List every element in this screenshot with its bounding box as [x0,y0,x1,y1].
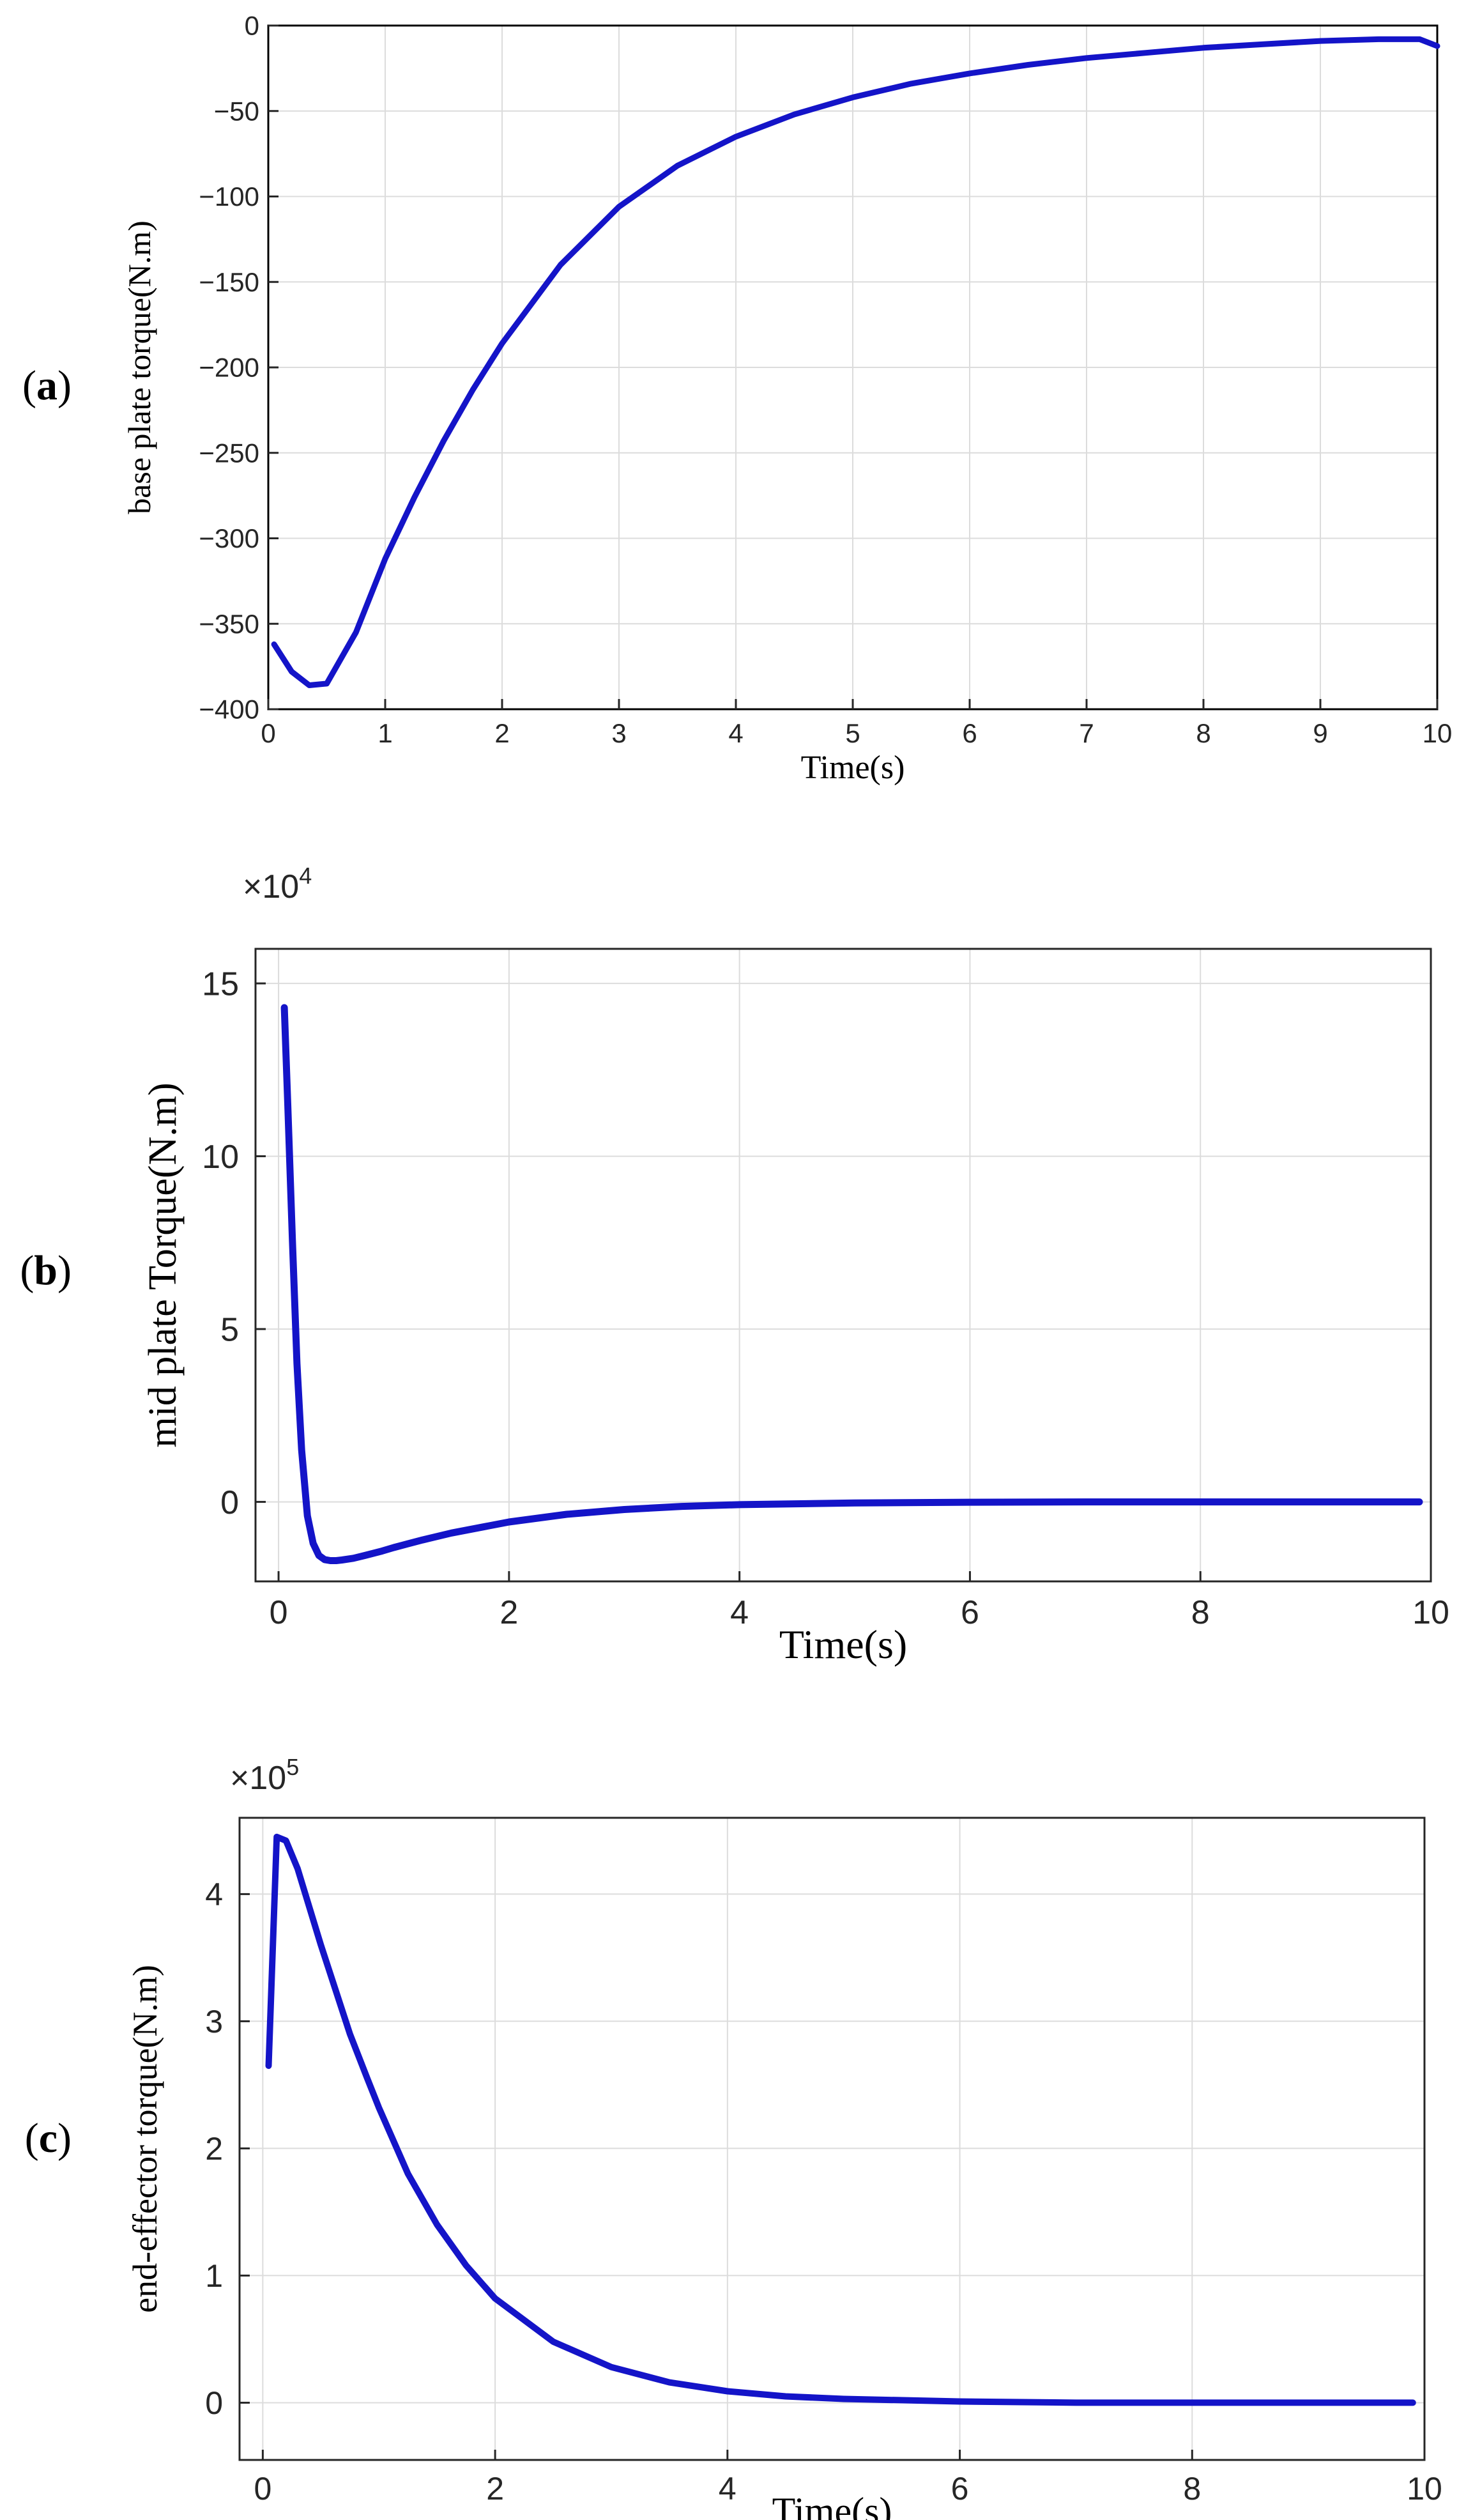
panel-label-c: (c) [25,2115,72,2162]
panel-label-c-close: ) [57,2115,72,2162]
x-axis-label-c: Time(s) [772,2490,892,2520]
series-line-a [271,36,1440,688]
x-tick-label-a: 2 [494,718,509,748]
y-tick-label-b: 15 [202,965,239,1003]
x-tick-label-b: 8 [1191,1594,1210,1631]
x-tick-label-c: 6 [951,2471,969,2507]
series-line-b [280,1004,1423,1564]
x-tick-label-a: 7 [1079,718,1094,748]
x-tick-label-a: 6 [962,718,977,748]
panel-label-b-close: ) [57,1247,72,1294]
y-tick-label-b: 5 [220,1311,239,1348]
x-tick-label-a: 9 [1313,718,1327,748]
y-tick-label-c: 0 [205,2385,223,2421]
panel-label-a-close: ) [57,362,72,409]
y-tick-label-c: 1 [205,2258,223,2294]
x-tick-label-c: 10 [1407,2471,1442,2507]
x-tick-label-c: 0 [254,2471,271,2507]
panel-label-a: (a) [22,362,72,409]
x-axis-label-b: Time(s) [779,1622,907,1667]
series-line-c [265,1833,1416,2406]
y-tick-label-c: 3 [205,2004,223,2040]
y-multiplier-c-exp: 5 [286,1754,299,1780]
ticks-c: 0 2 4 6 8 10 0 1 2 3 4 [205,1877,1442,2507]
y-tick-label-a: −50 [214,96,259,126]
plot-area-c [238,1817,1426,2461]
panel-label-b-letter: b [34,1247,57,1294]
y-axis-label-a: base plate torque(N.m) [121,220,157,514]
x-tick-label-a: 3 [611,718,626,748]
x-tick-label-c: 4 [719,2471,737,2507]
x-tick-label-b: 6 [961,1594,979,1631]
ticks-b: 0 2 4 6 8 10 0 5 10 15 [202,965,1449,1631]
x-tick-label-c: 8 [1183,2471,1201,2507]
x-tick-label-b: 4 [730,1594,749,1631]
y-tick-label-b: 10 [202,1139,239,1176]
x-tick-label-a: 10 [1423,718,1453,748]
panel-label-a-letter: a [36,362,57,409]
chart-panel-a: (a) 0 1 2 3 4 5 6 7 8 9 10 0 −50 −100 −150 −200 −250 −300… [22,11,1452,786]
y-multiplier-b-exp: 4 [299,863,312,889]
x-tick-label-b: 0 [270,1594,288,1631]
y-tick-label-a: −350 [199,609,259,639]
panel-label-c-letter: c [39,2115,57,2162]
y-multiplier-c: ×105 [230,1754,299,1797]
x-tick-label-a: 4 [728,718,743,748]
x-axis-label-a: Time(s) [801,749,905,786]
y-tick-label-a: −200 [199,353,259,383]
y-tick-label-a: −300 [199,523,259,553]
y-tick-label-a: −400 [199,695,259,725]
panel-label-b-open: ( [20,1247,34,1294]
y-tick-label-b: 0 [220,1484,239,1521]
panel-label-a-open: ( [22,362,36,409]
x-tick-label-a: 0 [261,718,275,748]
panel-label-b: (b) [20,1247,72,1294]
x-tick-label-a: 8 [1196,718,1210,748]
panel-label-c-open: ( [25,2115,39,2162]
y-tick-label-c: 4 [205,1877,223,1912]
y-axis-label-b: mid plate Torque(N.m) [141,1082,185,1447]
y-tick-label-a: −250 [199,438,259,468]
y-tick-label-a: −150 [199,267,259,297]
y-multiplier-b: ×104 [243,863,312,905]
y-tick-label-a: 0 [245,11,259,41]
x-tick-label-c: 2 [486,2471,504,2507]
x-tick-label-b: 10 [1412,1594,1449,1631]
y-axis-label-c: end-effector torque(N.m) [126,1965,164,2313]
chart-panel-c: (c) 0 2 4 6 8 10 0 1 2 3 4 ×105 Time(s) end-effect… [25,1754,1442,2520]
x-tick-label-a: 1 [378,718,392,748]
y-multiplier-c-base: ×10 [230,1760,286,1797]
ticks-a: 0 1 2 3 4 5 6 7 8 9 10 0 −50 −100 −150 −200 −250 −300 −350… [199,11,1452,748]
x-tick-label-b: 2 [500,1594,518,1631]
plot-area-b [254,948,1432,1583]
y-tick-label-c: 2 [205,2131,223,2167]
y-tick-label-a: −100 [199,181,259,211]
x-tick-label-a: 5 [845,718,860,748]
y-multiplier-b-base: ×10 [243,868,299,905]
